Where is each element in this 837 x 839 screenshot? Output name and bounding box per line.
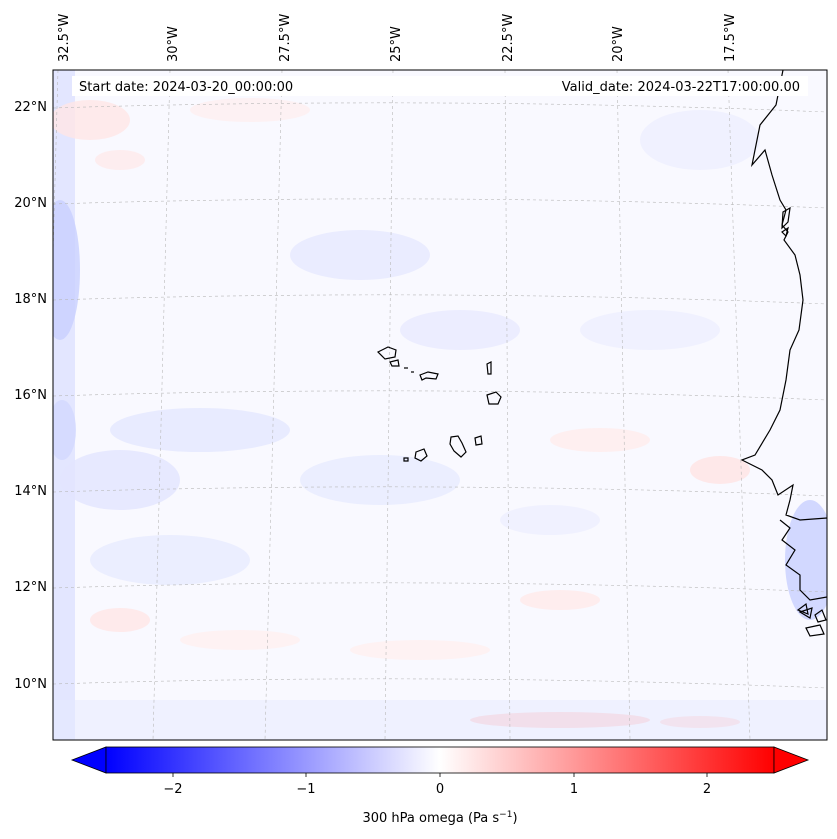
lon-tick-32-5w: 32.5°W (57, 14, 72, 62)
lon-tick-25w: 25°W (389, 26, 404, 62)
colorbar-extend-max (773, 746, 810, 774)
island-santiago (449, 435, 467, 458)
lon-tick-27-5w: 27.5°W (278, 14, 293, 62)
island-sal (486, 361, 492, 375)
coastlines (740, 70, 827, 637)
colorbar-title-close: ) (512, 811, 517, 826)
map-panel: Start date: 2024-03-20_00:00:00 Valid_da… (52, 69, 828, 741)
colorbar-tick-2: 2 (703, 782, 711, 797)
lat-tick-14n: 14°N (14, 484, 47, 499)
lat-tick-12n: 12°N (14, 580, 47, 595)
lon-tick-22-5w: 22.5°W (501, 14, 516, 62)
colorbar-title: 300 hPa omega (Pa s−1) (362, 810, 517, 826)
longitude-tick-labels: 32.5°W 30°W 27.5°W 25°W 22.5°W 20°W 17.5… (57, 14, 738, 62)
island-fogo (414, 448, 428, 462)
colorbar-tick-1: 1 (570, 782, 578, 797)
colorbar: −2 −1 0 1 2 300 hPa omega (Pa s−1) (70, 746, 810, 826)
colorbar-extend-min (70, 746, 107, 774)
colorbar-tick-0: 0 (436, 782, 444, 797)
lat-tick-18n: 18°N (14, 292, 47, 307)
graticule (53, 70, 827, 740)
island-boa-vista (486, 391, 502, 405)
start-date-label: Start date: 2024-03-20_00:00:00 (79, 80, 293, 95)
map-background (53, 70, 827, 740)
colorbar-ticks (172, 773, 708, 777)
lat-tick-20n: 20°N (14, 196, 47, 211)
colorbar-title-sup: −1 (499, 810, 512, 820)
island-santo-antao (376, 346, 397, 360)
cape-verde-islands (376, 346, 502, 462)
valid-date-label: Valid_date: 2024-03-22T17:00:00.00 (562, 80, 800, 95)
lat-tick-22n: 22°N (14, 100, 47, 115)
lon-tick-30w: 30°W (166, 26, 181, 62)
island-maio (474, 435, 483, 446)
colorbar-title-main: 300 hPa omega (Pa s (362, 811, 499, 826)
africa-coastline (740, 70, 827, 521)
map-frame (52, 69, 828, 741)
date-header-box (72, 76, 808, 96)
island-brava (403, 457, 409, 462)
colorbar-tick-neg1: −1 (296, 782, 315, 797)
colorbar-bar (105, 746, 775, 774)
lon-tick-20w: 20°W (611, 26, 626, 62)
latitude-tick-labels: 22°N 20°N 18°N 16°N 14°N 12°N 10°N (14, 100, 47, 692)
omega-field (53, 70, 827, 740)
lat-tick-10n: 10°N (14, 677, 47, 692)
island-sao-vicente (389, 359, 400, 367)
island-sao-nicolau (419, 371, 439, 381)
colorbar-tick-neg2: −2 (163, 782, 182, 797)
lon-tick-17-5w: 17.5°W (723, 14, 738, 62)
lat-tick-16n: 16°N (14, 388, 47, 403)
